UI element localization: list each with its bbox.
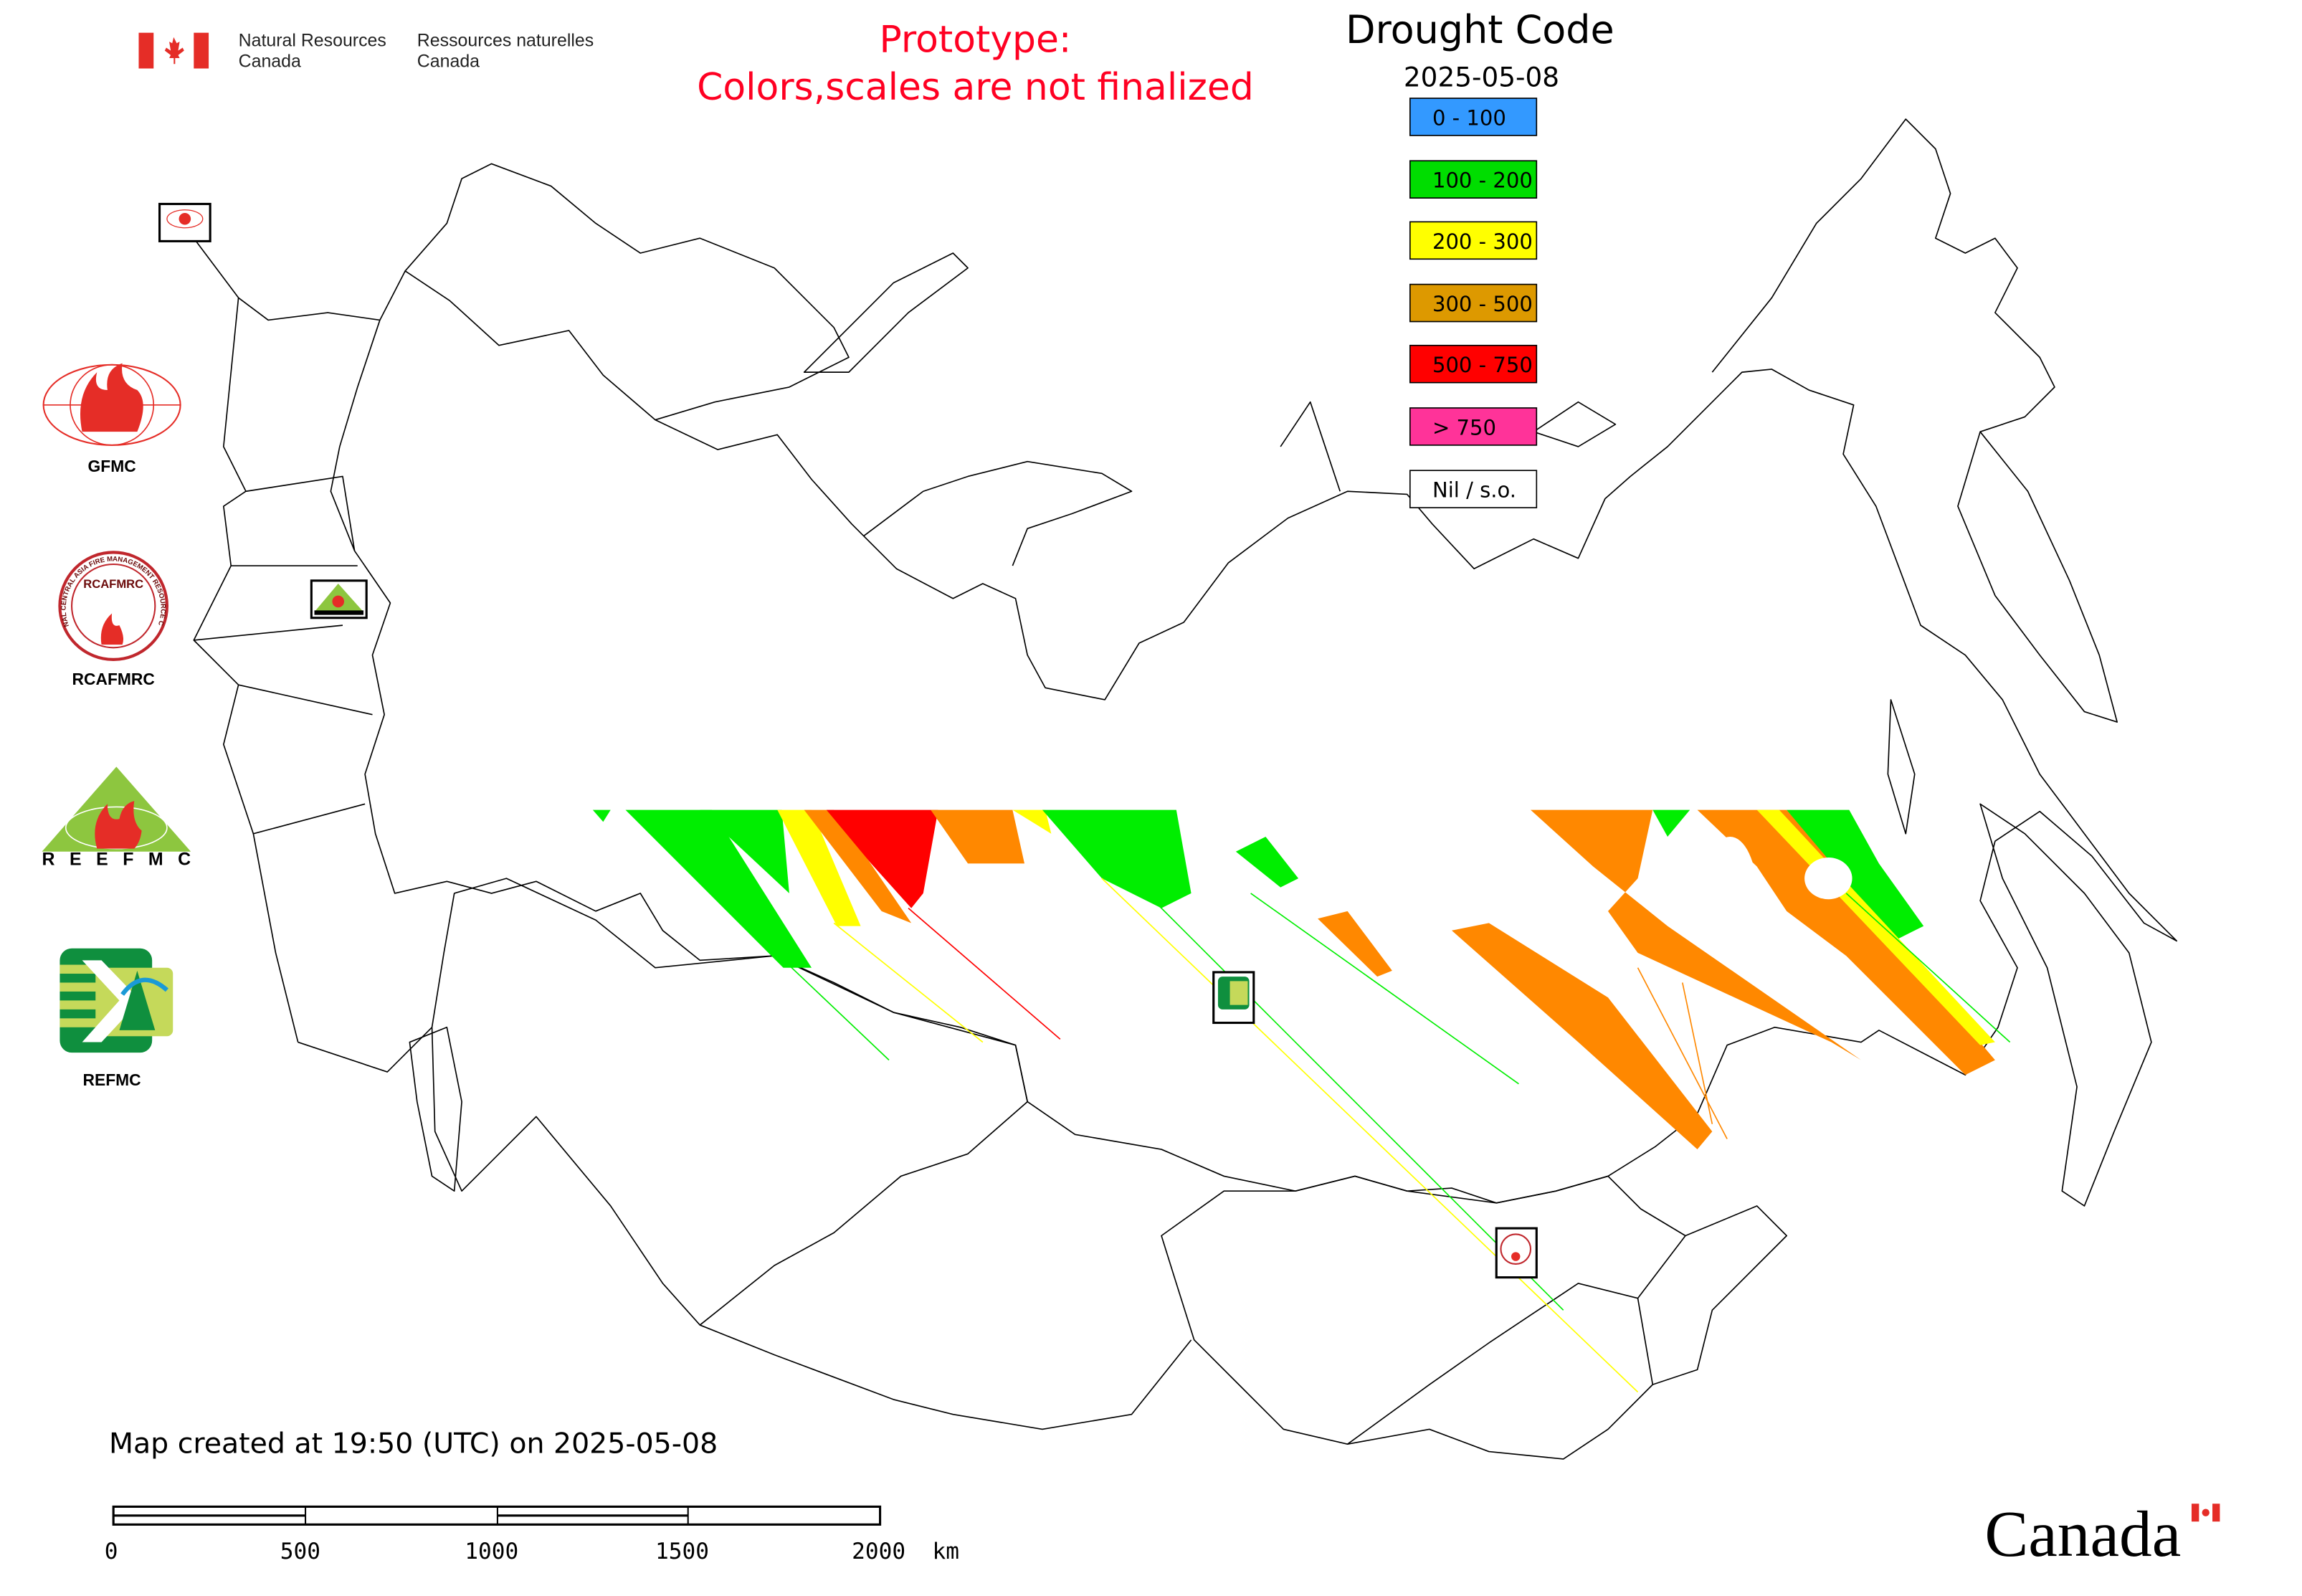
drought-streak-line (908, 908, 1061, 1040)
legend-label: > 750 (1432, 415, 1496, 440)
legend-item: Nil / s.o. (1409, 470, 1538, 508)
legend-title: Drought Code (1346, 7, 1614, 52)
map-marker-rcafmrc (1495, 1227, 1538, 1279)
rcafmrc-label: RCAFMRC (72, 670, 154, 688)
legend-label: 100 - 200 (1432, 168, 1533, 193)
scale-bar: 0 500 1000 1500 2000 km (105, 1505, 959, 1564)
canada-wordmark-text: Canada (1984, 1498, 2181, 1570)
canada-flag-icon (138, 32, 209, 69)
map-marker-refmc (1212, 971, 1255, 1025)
legend-item: 200 - 300 (1409, 221, 1538, 260)
prototype-notice-line1: Prototype: (880, 19, 1072, 62)
reefmc-label: REEFMC (42, 849, 191, 869)
legend-label: 0 - 100 (1432, 105, 1506, 130)
drought-streak (826, 809, 938, 908)
drought-streak (1451, 923, 1713, 1150)
drought-streak (1652, 809, 1690, 837)
legend-item: > 750 (1409, 407, 1538, 446)
drought-streak-line (744, 922, 890, 1061)
agency-en-line1: Natural Resources (239, 30, 386, 50)
legend-date: 2025-05-08 (1404, 61, 1559, 92)
drought-streak (804, 809, 912, 923)
drought-streak (1756, 809, 1995, 1045)
nrcan-signature: Natural Resources Canada Ressources natu… (138, 30, 594, 71)
legend-swatch (1409, 344, 1538, 384)
rcafmrc-inner-text: RCAFMRC (83, 577, 143, 591)
novaya-zemlya-outline (803, 252, 969, 373)
rcafmrc-ring-text: REGIONAL CENTRAL ASIA FIRE MANAGEMENT RE… (0, 0, 167, 628)
drought-streak (592, 809, 611, 822)
china-outline (700, 1205, 1787, 1460)
drought-streak-line (1131, 878, 1564, 1311)
scale-tick-1000: 1000 (465, 1539, 518, 1564)
map-created-text: Map created at 19:50 (UTC) on 2025-05-08 (109, 1428, 718, 1460)
canada-wordmark: Canada (1984, 1498, 2220, 1570)
refmc-logo: REFMC (60, 948, 173, 1089)
legend-item: 500 - 750 (1409, 344, 1538, 384)
drought-streak (1012, 809, 1052, 834)
map-outlines (193, 118, 2178, 1460)
legend-label: 500 - 750 (1432, 353, 1533, 377)
drought-streak-line (833, 922, 984, 1043)
map-marker-gfmc (158, 202, 211, 242)
caspian-outline (409, 1026, 462, 1192)
gfmc-label: GFMC (88, 457, 136, 475)
drought-streak (700, 809, 789, 893)
drought-code-raster (592, 809, 2011, 1393)
legend-swatch (1409, 407, 1538, 446)
drought-streak (1318, 911, 1392, 977)
drought-streak (1787, 809, 1924, 941)
drought-streak-line (1845, 893, 2011, 1043)
legend-swatch (1409, 160, 1538, 199)
legend-item: 300 - 500 (1409, 283, 1538, 323)
legend-swatch (1409, 470, 1538, 508)
legend-label: Nil / s.o. (1432, 478, 1516, 503)
legend-swatch (1409, 283, 1538, 323)
drought-streak (931, 809, 1024, 864)
gfmc-logo: GFMC (42, 363, 181, 475)
agency-en-line2: Canada (239, 51, 301, 71)
europe-borders-outline (193, 237, 433, 1073)
north-coast-outline (404, 118, 2055, 566)
agency-fr-line2: Canada (417, 51, 480, 71)
kazakhstan-outline (431, 878, 1028, 1326)
rcafmrc-ring-textpath: REGIONAL CENTRAL ASIA FIRE MANAGEMENT RE… (0, 0, 167, 628)
japan-outline (1979, 803, 2152, 1207)
prototype-notice-line2: Colors,scales are not finalized (697, 66, 1254, 109)
drought-streak-line (1250, 893, 1519, 1085)
drought-streak (1235, 836, 1299, 888)
reefmc-logo: REEFMC (42, 766, 191, 869)
rcafmrc-logo: REGIONAL CENTRAL ASIA FIRE MANAGEMENT RE… (0, 0, 169, 688)
scale-tick-1500: 1500 (655, 1539, 709, 1564)
drought-streak (1697, 809, 1995, 1075)
refmc-label: REFMC (83, 1070, 141, 1089)
scale-tick-2000-km: 2000 km (852, 1539, 959, 1564)
mongolia-outline (1161, 1175, 1686, 1445)
drought-streak-line (1101, 878, 1639, 1393)
no-data-gap (1703, 836, 1757, 950)
drought-streak (1042, 809, 1192, 908)
scale-tick-0: 0 (105, 1539, 118, 1564)
legend: 0 - 100 100 - 200 200 - 300 300 - 500 500 - … (1409, 98, 1538, 508)
wordmark-flag-icon (2191, 1504, 2220, 1522)
drought-streak (777, 809, 861, 926)
map-marker-reefmc (310, 579, 368, 619)
russia-outline (330, 270, 2178, 1204)
drought-streak (625, 809, 812, 968)
no-data-gap (1804, 858, 1852, 900)
agency-fr-line1: Ressources naturelles (417, 30, 594, 50)
legend-swatch (1409, 221, 1538, 260)
legend-swatch (1409, 98, 1538, 136)
scale-tick-500: 500 (280, 1539, 320, 1564)
legend-label: 300 - 500 (1432, 292, 1533, 316)
drought-streak-line (1681, 982, 1713, 1124)
drought-streak-line (1637, 967, 1728, 1139)
legend-item: 0 - 100 (1409, 98, 1538, 136)
legend-item: 100 - 200 (1409, 160, 1538, 199)
drought-streak (1531, 809, 1861, 1060)
kamchatka-outline (1957, 431, 2118, 723)
sakhalin-outline (1887, 699, 1916, 835)
legend-label: 200 - 300 (1432, 229, 1533, 254)
